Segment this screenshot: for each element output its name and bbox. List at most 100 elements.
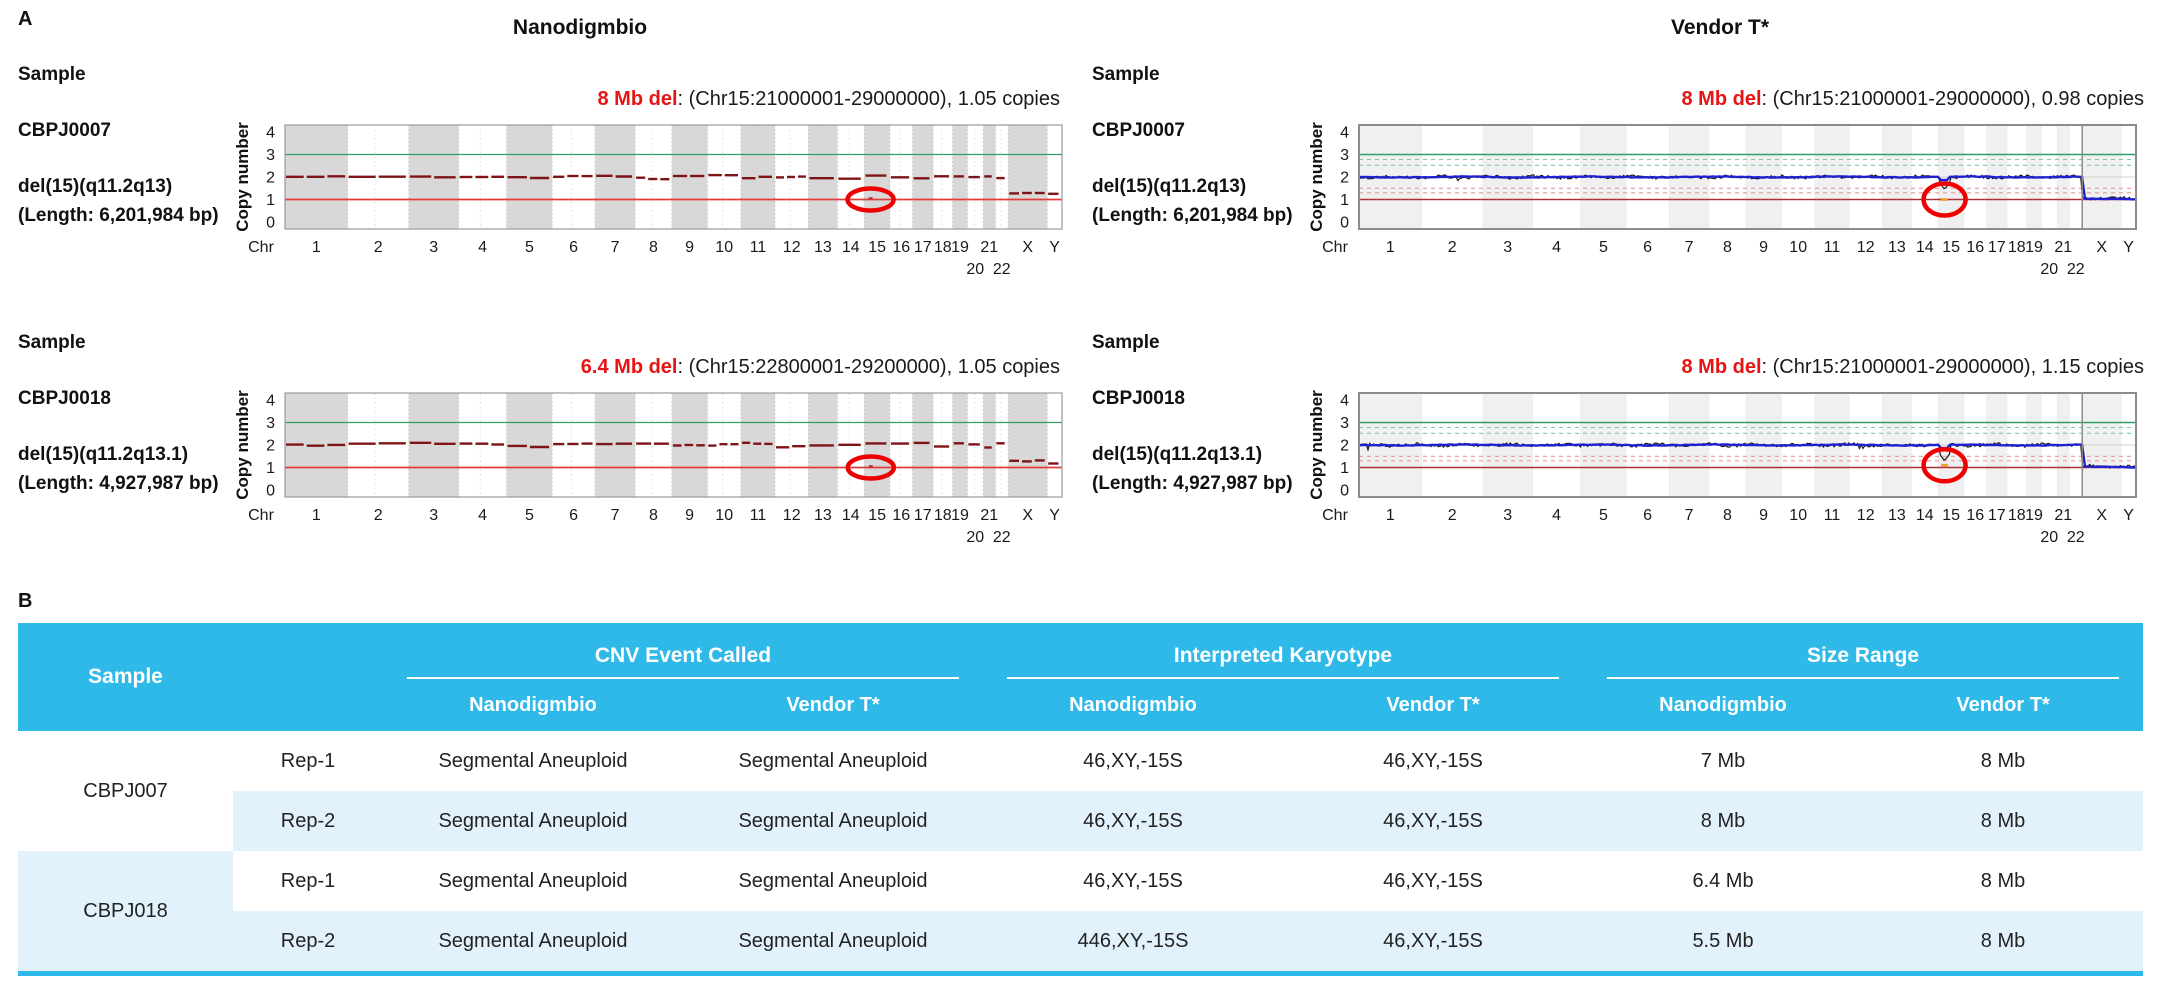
svg-text:1: 1	[1340, 460, 1349, 477]
header-sample: Sample	[18, 623, 233, 731]
sample-id: CBPJ0007	[18, 120, 111, 141]
table-row: Rep-2 Segmental Aneuploid Segmental Aneu…	[18, 791, 2144, 851]
cell-sr-nano: 6.4 Mb	[1583, 851, 1864, 911]
svg-text:14: 14	[842, 507, 860, 524]
svg-text:20: 20	[2040, 529, 2058, 546]
nanodigmbio-half: Sample CBPJ0018 del(15)(q11.2q13.1) (Len…	[18, 320, 1070, 547]
svg-text:Copy number: Copy number	[1307, 390, 1326, 500]
subheader-karyotype-vendor-t: Vendor T*	[1283, 679, 1584, 731]
svg-text:22: 22	[2067, 261, 2085, 278]
cnv-annotation: 8 Mb del: (Chr15:21000001-29000000), 1.1…	[1307, 356, 2154, 383]
svg-text:12: 12	[783, 239, 801, 256]
sample-label: Sample	[18, 332, 86, 353]
sample-id: CBPJ0018	[1092, 388, 1185, 409]
cell-sr-nano: 8 Mb	[1583, 791, 1864, 851]
svg-text:4: 4	[1340, 393, 1349, 410]
table-body: CBPJ007 Rep-1 Segmental Aneuploid Segmen…	[18, 731, 2144, 971]
length-label: (Length: 6,201,984 bp)	[1092, 205, 1293, 226]
svg-text:0: 0	[266, 215, 275, 232]
svg-text:4: 4	[1340, 125, 1349, 142]
svg-text:19: 19	[2025, 507, 2043, 524]
svg-text:Y: Y	[2123, 239, 2134, 256]
svg-text:9: 9	[1759, 507, 1768, 524]
svg-text:8: 8	[1723, 239, 1732, 256]
svg-text:Chr: Chr	[248, 239, 274, 256]
karyotype-label: del(15)(q11.2q13)	[1092, 176, 1247, 197]
svg-text:11: 11	[1824, 239, 1841, 256]
svg-text:15: 15	[1942, 507, 1960, 524]
svg-text:16: 16	[892, 507, 910, 524]
svg-text:0: 0	[1340, 483, 1349, 500]
karyotype-label: del(15)(q11.2q13.1)	[18, 444, 189, 465]
svg-text:5: 5	[1599, 239, 1608, 256]
table-row: CBPJ007 Rep-1 Segmental Aneuploid Segmen…	[18, 731, 2144, 851]
svg-text:8: 8	[649, 507, 658, 524]
svg-text:3: 3	[266, 147, 275, 164]
svg-text:17: 17	[914, 507, 932, 524]
svg-text:15: 15	[868, 239, 886, 256]
svg-text:4: 4	[1552, 507, 1561, 524]
svg-text:8: 8	[1723, 507, 1732, 524]
sample-info: Sample CBPJ0018 del(15)(q11.2q13.1) (Len…	[18, 320, 233, 547]
sample-id: CBPJ0007	[1092, 120, 1185, 141]
cell-ik-vendor: 46,XY,-15S	[1283, 791, 1584, 851]
panel-b: B Sample CNV Event Called Interpreted Ka…	[18, 590, 2144, 976]
svg-text:12: 12	[783, 507, 801, 524]
subheader-size-nanodigmbio: Nanodigmbio	[1583, 679, 1864, 731]
cell-cnv-nano: Segmental Aneuploid	[383, 851, 683, 911]
cell-ik-vendor: 46,XY,-15S	[1283, 851, 1584, 911]
cell-rep: Rep-2	[233, 791, 383, 851]
vendor-t-half: Sample CBPJ0018 del(15)(q11.2q13.1) (Len…	[1092, 320, 2154, 547]
svg-text:1: 1	[266, 192, 275, 209]
subheader-cnv-nanodigmbio: Nanodigmbio	[383, 679, 683, 731]
panel-a-row-cbpj0007: Sample CBPJ0007 del(15)(q11.2q13) (Lengt…	[0, 52, 2159, 317]
svg-text:12: 12	[1857, 239, 1875, 256]
svg-text:Chr: Chr	[248, 507, 274, 524]
cnv-plot-cbpj0018-vendor-t: 4 3 2 1 0 Copy number Chr 1 2 3 4 5 6 7 8 9 10 11 12 13 14 15…	[1307, 389, 2154, 547]
svg-text:X: X	[1022, 507, 1033, 524]
svg-text:16: 16	[892, 239, 910, 256]
svg-text:2: 2	[1340, 438, 1349, 455]
column-title-nanodigmbio: Nanodigmbio	[512, 16, 648, 39]
svg-text:6: 6	[1643, 507, 1652, 524]
svg-text:20: 20	[2040, 261, 2058, 278]
svg-text:11: 11	[750, 239, 767, 256]
svg-text:14: 14	[1916, 507, 1934, 524]
svg-text:19: 19	[951, 239, 969, 256]
cell-ik-vendor: 46,XY,-15S	[1283, 731, 1584, 791]
table-header: Sample CNV Event Called Interpreted Kary…	[18, 623, 2144, 731]
svg-text:19: 19	[2025, 239, 2043, 256]
svg-text:18: 18	[934, 239, 952, 256]
svg-text:4: 4	[478, 507, 487, 524]
plot-column: 8 Mb del: (Chr15:21000001-29000000), 0.9…	[1307, 52, 2154, 279]
cell-sr-vendor: 8 Mb	[1863, 911, 2144, 971]
sample-id: CBPJ0018	[18, 388, 111, 409]
sample-label: Sample	[1092, 332, 1160, 353]
svg-text:22: 22	[993, 261, 1011, 278]
svg-text:15: 15	[1942, 239, 1960, 256]
length-label: (Length: 4,927,987 bp)	[1092, 473, 1293, 494]
svg-text:2: 2	[1340, 170, 1349, 187]
plot-column: 8 Mb del: (Chr15:21000001-29000000), 1.1…	[1307, 320, 2154, 547]
svg-text:Copy number: Copy number	[233, 122, 252, 232]
svg-text:3: 3	[1340, 415, 1349, 432]
column-title-vendor-t: Vendor T*	[1670, 16, 1770, 39]
cnv-plot-cbpj0007-vendor-t: 4 3 2 1 0 Copy number Chr 1 2 3 4 5 6 7 8 9 10 11 12 13 14 15…	[1307, 121, 2154, 279]
svg-text:14: 14	[1916, 239, 1934, 256]
svg-text:Copy number: Copy number	[1307, 122, 1326, 232]
svg-text:10: 10	[715, 239, 733, 256]
svg-text:13: 13	[814, 239, 832, 256]
svg-text:1: 1	[1340, 192, 1349, 209]
svg-text:18: 18	[934, 507, 952, 524]
svg-text:4: 4	[1552, 239, 1561, 256]
karyotype-label: del(15)(q11.2q13)	[18, 176, 173, 197]
svg-text:16: 16	[1966, 239, 1984, 256]
svg-text:17: 17	[914, 239, 932, 256]
svg-text:5: 5	[1599, 507, 1608, 524]
cnv-plot-cbpj0018-nanodigmbio: 4 3 2 1 0 Copy number Chr 1 2 3 4 5 6 7 8 9 10 11 12 13 14 15…	[233, 389, 1070, 547]
svg-text:1: 1	[266, 460, 275, 477]
cnv-size-label: 8 Mb del	[1681, 356, 1762, 378]
svg-text:16: 16	[1966, 507, 1984, 524]
svg-text:Copy number: Copy number	[233, 390, 252, 500]
